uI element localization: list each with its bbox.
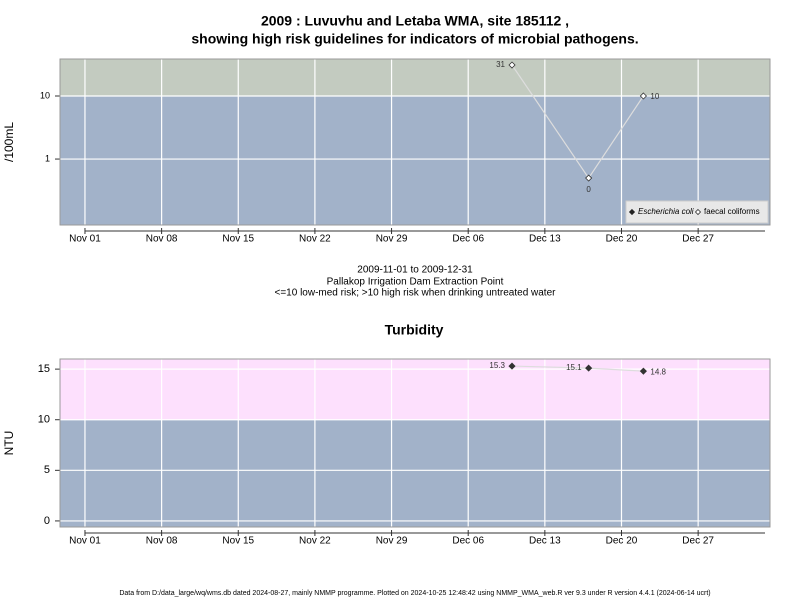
x-tick-label: Nov 08 bbox=[146, 234, 178, 245]
y-axis-label: NTU bbox=[2, 431, 16, 456]
low-risk-band bbox=[60, 419, 770, 527]
subtitle: Pallakop Irrigation Dam Extraction Point bbox=[327, 277, 504, 288]
point bbox=[639, 92, 647, 100]
x-tick-label: Dec 27 bbox=[682, 234, 714, 245]
plot-frame bbox=[59, 58, 771, 226]
x-tick-label: Dec 13 bbox=[529, 234, 561, 245]
legend-marker bbox=[694, 208, 702, 216]
x-tick-label: Nov 22 bbox=[299, 536, 331, 547]
x-tick-label: Nov 01 bbox=[69, 536, 101, 547]
x-tick-label: Nov 01 bbox=[69, 234, 101, 245]
x-tick-label: Dec 20 bbox=[606, 234, 638, 245]
x-tick-label: Nov 22 bbox=[299, 234, 331, 245]
footer: Data from D:/data_large/wq/wms.db dated … bbox=[119, 590, 710, 597]
high-risk-band bbox=[60, 59, 770, 96]
legend-marker bbox=[628, 208, 636, 216]
x-tick-label: Dec 27 bbox=[682, 536, 714, 547]
plot-frame bbox=[59, 358, 771, 528]
point bbox=[585, 174, 593, 182]
y-axis-label: /100mL bbox=[2, 122, 16, 162]
title: 2009 : Luvuvhu and Letaba WMA, site 1851… bbox=[261, 13, 569, 29]
x-tick-label: Nov 15 bbox=[222, 536, 254, 547]
point bbox=[508, 61, 516, 69]
y-tick-label: 10 bbox=[38, 414, 50, 426]
data-label: 15.1 bbox=[566, 363, 582, 372]
data-label: 15.3 bbox=[489, 361, 505, 370]
panel-title: Turbidity bbox=[385, 322, 444, 338]
y-tick-label: 5 bbox=[44, 464, 50, 476]
point bbox=[508, 362, 516, 370]
legend-label: faecal coliforms bbox=[704, 207, 760, 216]
x-tick-label: Nov 08 bbox=[146, 536, 178, 547]
subtitle: <=10 low-med risk; >10 high risk when dr… bbox=[275, 288, 557, 299]
data-label: 31 bbox=[496, 60, 505, 69]
x-tick-label: Dec 20 bbox=[606, 536, 638, 547]
legend-label: Escherichia coli bbox=[638, 207, 694, 216]
x-tick-label: Nov 15 bbox=[222, 234, 254, 245]
y-tick-label: 0 bbox=[44, 515, 50, 527]
y-tick-label: 1 bbox=[45, 153, 50, 163]
point bbox=[639, 367, 647, 375]
y-tick-label: 10 bbox=[40, 90, 50, 100]
data-label: 14.8 bbox=[650, 367, 666, 376]
x-tick-label: Nov 29 bbox=[376, 234, 408, 245]
point bbox=[585, 364, 593, 372]
data-label: 10 bbox=[650, 92, 659, 101]
y-tick-label: 15 bbox=[38, 363, 50, 375]
x-tick-label: Dec 06 bbox=[452, 536, 484, 547]
x-tick-label: Dec 13 bbox=[529, 536, 561, 547]
x-tick-label: Nov 29 bbox=[376, 536, 408, 547]
title: showing high risk guidelines for indicat… bbox=[191, 31, 638, 47]
x-tick-label: Dec 06 bbox=[452, 234, 484, 245]
subtitle: 2009-11-01 to 2009-12-31 bbox=[357, 265, 473, 276]
data-label: 0 bbox=[586, 185, 591, 194]
